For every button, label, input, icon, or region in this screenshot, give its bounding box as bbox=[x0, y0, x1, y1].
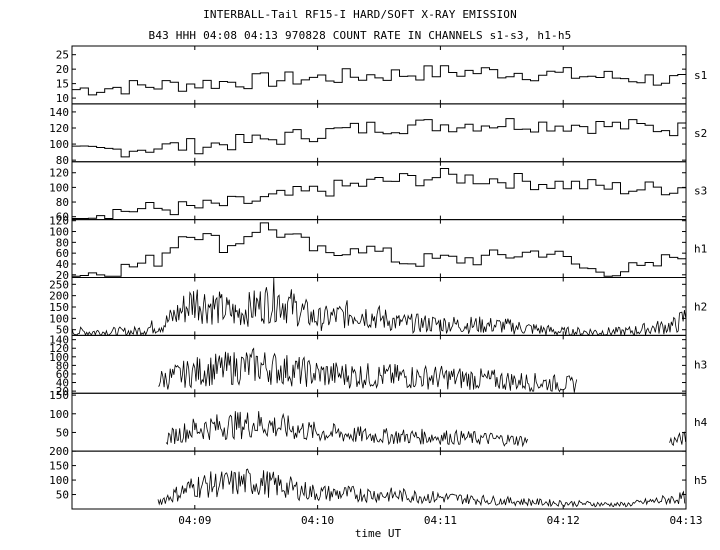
y-tick-label-h3: 40 bbox=[56, 377, 69, 390]
y-tick-label-h3: 120 bbox=[49, 342, 69, 355]
y-tick-label-s1: 25 bbox=[56, 49, 69, 62]
series-line-h1 bbox=[72, 222, 686, 277]
y-tick-label-s2: 120 bbox=[49, 122, 69, 135]
panel-frame-s2 bbox=[71, 103, 687, 163]
y-tick-label-s3: 80 bbox=[56, 196, 69, 209]
chart-title: INTERBALL-Tail RF15-I HARD/SOFT X-RAY EM… bbox=[203, 8, 517, 21]
x-tick-label: 04:11 bbox=[424, 514, 457, 527]
y-tick-label-h1: 60 bbox=[56, 247, 69, 260]
series-label-s2: s2 bbox=[694, 127, 707, 140]
series-line-s2 bbox=[72, 118, 686, 158]
series-line-h4 bbox=[165, 411, 686, 448]
y-tick-label-s1: 15 bbox=[56, 78, 69, 91]
y-tick-label-h2: 200 bbox=[49, 290, 69, 303]
x-tick-label: 04:10 bbox=[301, 514, 334, 527]
y-tick-label-h3: 140 bbox=[49, 334, 69, 347]
y-tick-label-s2: 100 bbox=[49, 138, 69, 151]
y-tick-label-h4: 100 bbox=[49, 408, 69, 421]
y-tick-label-h5: 50 bbox=[56, 489, 69, 502]
y-tick-label-s1: 10 bbox=[56, 92, 69, 105]
series-label-h4: h4 bbox=[694, 416, 708, 429]
x-tick-label: 04:12 bbox=[547, 514, 580, 527]
series-line-s3 bbox=[72, 168, 686, 219]
panel-frame-s3 bbox=[71, 161, 687, 221]
y-tick-label-s3: 60 bbox=[56, 211, 69, 224]
series-line-h5 bbox=[157, 468, 686, 508]
chart-subtitle: B43 HHH 04:08 04:13 970828 COUNT RATE IN… bbox=[148, 29, 572, 42]
y-tick-label-h2: 100 bbox=[49, 312, 69, 325]
y-tick-label-h1: 120 bbox=[49, 215, 69, 228]
y-tick-label-h1: 80 bbox=[56, 236, 69, 249]
y-tick-label-h2: 250 bbox=[49, 278, 69, 291]
y-tick-label-h4: 50 bbox=[56, 426, 69, 439]
series-line-h3 bbox=[157, 347, 578, 393]
x-tick-label: 04:09 bbox=[178, 514, 211, 527]
y-tick-label-h1: 100 bbox=[49, 226, 69, 239]
y-tick-label-h5: 150 bbox=[49, 460, 69, 473]
x-axis-label: time UT bbox=[354, 527, 402, 540]
y-tick-label-h3: 20 bbox=[56, 385, 69, 398]
y-tick-label-h1: 40 bbox=[56, 258, 69, 271]
panel-frame-s1 bbox=[71, 45, 687, 105]
series-label-h1: h1 bbox=[694, 243, 707, 256]
y-tick-label-h2: 50 bbox=[56, 324, 69, 337]
x-tick-label: 04:13 bbox=[669, 514, 702, 527]
series-line-s1 bbox=[72, 65, 686, 96]
y-tick-label-h5: 100 bbox=[49, 474, 69, 487]
series-label-h3: h3 bbox=[694, 358, 707, 371]
panel-frame-h4 bbox=[71, 392, 687, 452]
series-label-h5: h5 bbox=[694, 474, 707, 487]
y-tick-label-s2: 140 bbox=[49, 106, 69, 119]
y-tick-label-h3: 60 bbox=[56, 368, 69, 381]
series-label-h2: h2 bbox=[694, 300, 707, 313]
y-tick-label-s3: 120 bbox=[49, 167, 69, 180]
y-tick-label-h3: 100 bbox=[49, 351, 69, 364]
y-tick-label-h1: 20 bbox=[56, 269, 69, 282]
series-label-s1: s1 bbox=[694, 69, 707, 82]
y-tick-label-h4: 150 bbox=[49, 389, 69, 402]
y-tick-label-s3: 100 bbox=[49, 181, 69, 194]
y-tick-label-h5: 200 bbox=[49, 445, 69, 458]
series-line-h2 bbox=[71, 277, 686, 337]
y-tick-label-h2: 150 bbox=[49, 301, 69, 314]
series-label-s3: s3 bbox=[694, 185, 707, 198]
y-tick-label-h3: 80 bbox=[56, 359, 69, 372]
y-tick-label-s2: 80 bbox=[56, 154, 69, 167]
y-tick-label-s1: 20 bbox=[56, 63, 69, 76]
